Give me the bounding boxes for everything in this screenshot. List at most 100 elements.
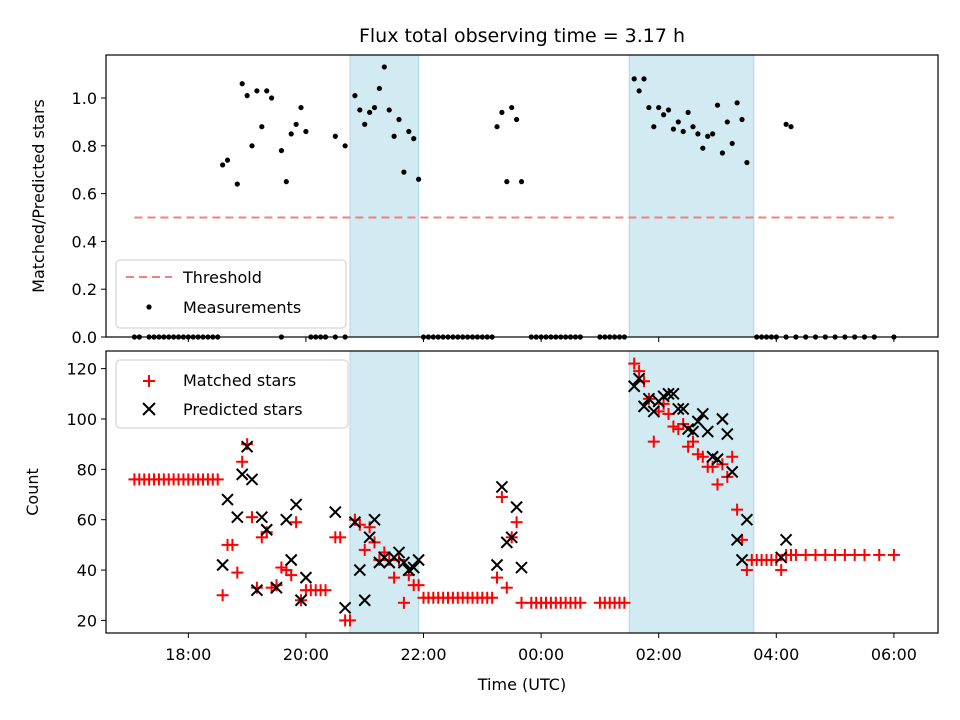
count-x-ticks: 18:00 20:00 22:00 00:00 02:00 04:00 06:00 [165, 633, 917, 664]
predicted-star-point [236, 468, 249, 481]
y-tick-label: 60 [77, 511, 97, 530]
matched-star-point [687, 435, 700, 448]
measurement-point [411, 136, 417, 142]
observing-window [628, 54, 755, 338]
count-panel: 20 40 60 80 100 120 18:00 20:00 22:00 00:00 02:00… [23, 350, 939, 694]
matched-star-point [486, 591, 499, 604]
predicted-star-point [294, 594, 308, 607]
measurement-point [224, 157, 231, 163]
matched-star-point [491, 571, 504, 584]
legend-matched-label: Matched stars [183, 371, 296, 390]
measurement-point [293, 121, 299, 127]
measurement-point [739, 116, 745, 123]
measurement-point [303, 128, 309, 135]
x-tick-label: 00:00 [518, 645, 564, 664]
measurement-point [734, 100, 740, 106]
measurement-point [714, 102, 721, 108]
measurement-point [788, 124, 794, 130]
predicted-star-point [397, 556, 411, 569]
measurement-point [220, 162, 226, 168]
predicted-star-point [686, 425, 700, 438]
matched-star-point [216, 589, 229, 602]
measurement-point [332, 133, 338, 139]
measurement-point [783, 121, 789, 127]
predicted-star-point [672, 402, 685, 416]
predicted-star-point [245, 473, 259, 486]
y-tick-label: 1.0 [72, 89, 97, 108]
matched-star-point [353, 518, 366, 531]
predicted-star-point [358, 594, 371, 607]
measurement-point [259, 124, 265, 130]
predicted-star-point [691, 415, 705, 428]
count-y-axis-label: Count [23, 468, 42, 516]
measurement-point [675, 119, 681, 125]
matched-star-point [647, 435, 660, 448]
matched-star-point [726, 450, 739, 463]
measurement-point [710, 131, 716, 137]
measurement-point [362, 121, 368, 127]
matched-star-point [231, 566, 244, 579]
measurement-point [744, 159, 750, 166]
matched-star-point [334, 531, 347, 544]
measurement-point [636, 88, 642, 94]
measurement-point [239, 81, 245, 87]
measurement-point [249, 143, 255, 149]
measurement-point [646, 104, 652, 111]
y-tick-label: 40 [77, 561, 97, 580]
ratio-x-ticks [187, 337, 895, 342]
y-tick-label: 0.8 [72, 137, 97, 156]
predicted-star-point [735, 553, 749, 567]
measurement-point [695, 131, 701, 137]
measurement-point [719, 150, 726, 156]
observing-window [349, 350, 420, 634]
matched-star-point [344, 614, 357, 627]
matched-star-point [731, 503, 744, 516]
matched-star-point [495, 491, 508, 504]
matched-star-point [358, 543, 371, 556]
measurement-point [651, 124, 657, 130]
y-tick-label: 80 [77, 460, 97, 479]
predicted-star-point [255, 510, 269, 524]
predicted-star-point [250, 583, 264, 597]
measurement-point [514, 116, 520, 123]
matched-star-point [633, 365, 646, 378]
matched-star-point [510, 516, 523, 529]
matched-star-point [873, 548, 886, 561]
predicted-star-point [260, 523, 273, 536]
measurement-point [401, 169, 407, 175]
measurement-point [406, 128, 412, 135]
ratio-legend-box [115, 259, 347, 329]
predicted-star-point [725, 465, 739, 479]
predicted-star-point [368, 513, 381, 526]
ratio-legend: Threshold Measurements [115, 259, 347, 329]
matched-star-point [260, 526, 273, 539]
predicted-star-point [348, 516, 362, 529]
predicted-star-point [412, 553, 425, 567]
measurement-point [700, 145, 706, 151]
measurement-point [656, 104, 662, 111]
legend-predicted-label: Predicted stars [183, 400, 303, 419]
y-tick-label: 0.0 [72, 328, 97, 347]
measurement-point [641, 76, 647, 82]
matched-star-point [618, 596, 631, 609]
predicted-star-point [711, 453, 724, 466]
count-legend-box [115, 359, 349, 429]
measurement-point [661, 112, 667, 118]
y-tick-label: 0.2 [72, 280, 97, 299]
matched-star-point [236, 455, 249, 468]
predicted-star-point [632, 372, 646, 385]
legend-matched-swatch [143, 375, 155, 387]
measurement-point [386, 107, 392, 113]
y-tick-label: 20 [77, 611, 97, 630]
predicted-star-point [716, 412, 729, 426]
matched-star-point [319, 584, 332, 597]
predicted-star-point [270, 581, 283, 594]
count-y-ticks: 20 40 60 80 100 120 [66, 360, 106, 630]
measurement-point [234, 181, 240, 187]
measurement-point [509, 104, 515, 111]
measurement-point [244, 93, 250, 99]
measurement-point [724, 119, 730, 125]
predicted-star-point [299, 571, 313, 584]
predicted-star-point [637, 400, 651, 413]
y-tick-label: 0.4 [72, 232, 97, 251]
